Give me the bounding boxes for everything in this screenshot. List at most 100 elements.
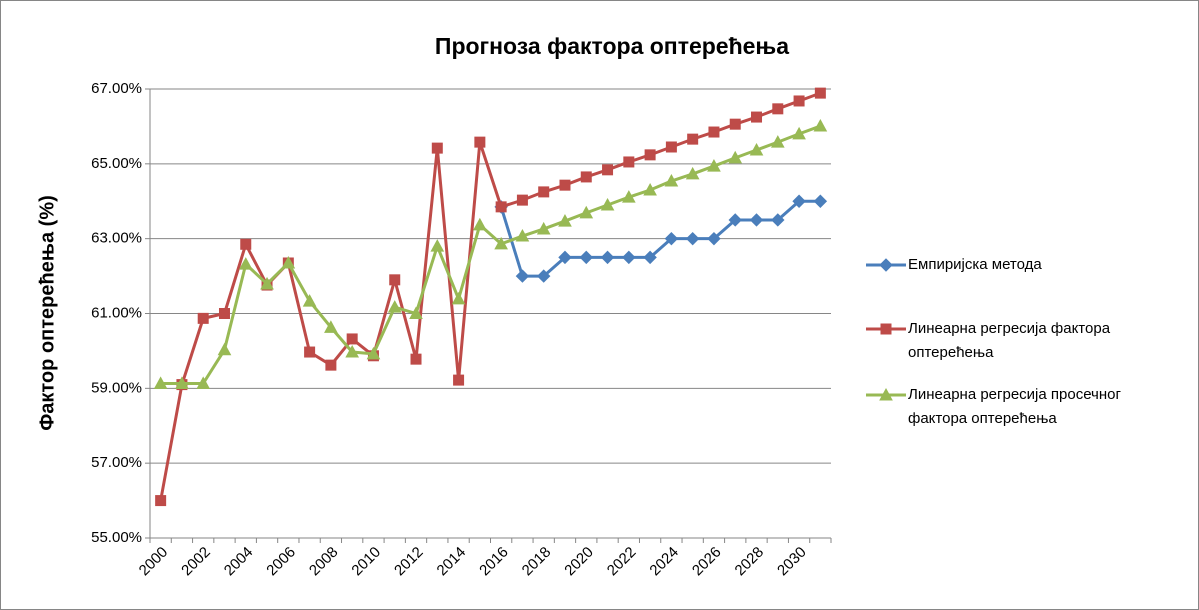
marker [749,213,764,227]
y-tick-label: 59.00% [91,379,142,396]
marker [771,213,785,227]
marker [516,194,528,206]
legend-label: Линеарна регресија просечног фактора опт… [908,386,1121,427]
y-tick-label: 65.00% [91,155,142,172]
y-axis-label: Фактор оптерећења (%) [36,195,58,431]
marker [238,257,253,270]
marker [430,239,445,252]
marker [302,294,317,307]
marker [664,174,679,187]
y-tick-label: 63.00% [91,230,142,247]
marker [558,250,572,265]
marker [196,376,211,389]
marker [409,306,423,319]
marker [813,194,828,208]
marker [792,194,806,208]
marker [366,346,381,360]
marker [515,269,530,283]
marker [218,308,230,319]
marker [197,312,209,324]
marker [538,186,550,198]
marker [387,300,402,313]
marker [495,201,507,213]
marker [324,320,338,333]
marker [707,159,721,172]
marker [643,182,657,196]
marker [600,197,615,211]
legend-swatch [866,258,906,272]
marker [579,205,594,219]
marker [685,231,700,246]
marker [707,231,721,246]
marker [536,221,551,235]
marker [643,250,657,265]
marker [281,255,296,269]
legend-label: Линеарна регресија фактора оптерећења [908,320,1111,361]
marker [451,291,466,305]
legend-label: Емпиријска метода [908,256,1042,273]
marker [346,333,358,345]
legend-item: Линеарна регресија фактора оптерећења [866,317,1186,365]
marker [880,323,892,335]
marker [664,231,679,246]
marker [772,103,784,115]
marker [345,344,360,358]
marker [240,238,252,250]
series-line [499,199,821,278]
marker [879,387,893,401]
marker [325,359,337,371]
marker [473,217,487,231]
marker [729,118,741,130]
marker [153,376,168,389]
y-tick-label: 55.00% [91,529,142,546]
marker [536,269,551,283]
y-tick-label: 61.00% [91,304,142,321]
legend-item: Линеарна регресија просечног фактора опт… [866,383,1186,431]
legend-swatch [866,323,906,335]
marker [580,171,592,183]
marker [687,133,699,145]
marker [749,142,764,156]
marker [751,111,763,123]
marker [728,213,742,227]
marker [600,250,615,265]
marker [685,166,700,180]
legend-swatch [866,387,906,401]
marker [813,118,828,132]
marker [623,156,635,168]
marker [579,250,593,265]
marker [793,95,805,107]
marker [728,150,743,164]
marker [770,135,785,148]
marker [515,229,530,242]
marker [558,214,572,227]
y-tick-label: 57.00% [91,454,142,471]
marker [708,126,720,138]
marker [792,126,806,140]
marker [665,141,677,153]
chart-title: Прогноза фактора оптерећења [435,33,789,59]
marker [431,142,443,154]
marker [217,342,232,356]
marker [389,274,401,286]
marker [621,190,636,203]
marker [879,258,893,272]
marker [410,353,422,365]
marker [602,164,614,176]
marker [260,276,274,290]
marker [175,376,189,389]
y-tick-label: 67.00% [91,80,142,97]
marker [622,250,636,265]
marker [644,149,656,161]
marker [453,374,465,386]
legend-item: Емпиријска метода [866,253,1186,277]
marker [155,495,167,507]
marker [559,179,571,191]
marker [814,87,826,99]
marker [494,236,508,250]
marker [304,346,316,358]
marker [474,136,486,148]
